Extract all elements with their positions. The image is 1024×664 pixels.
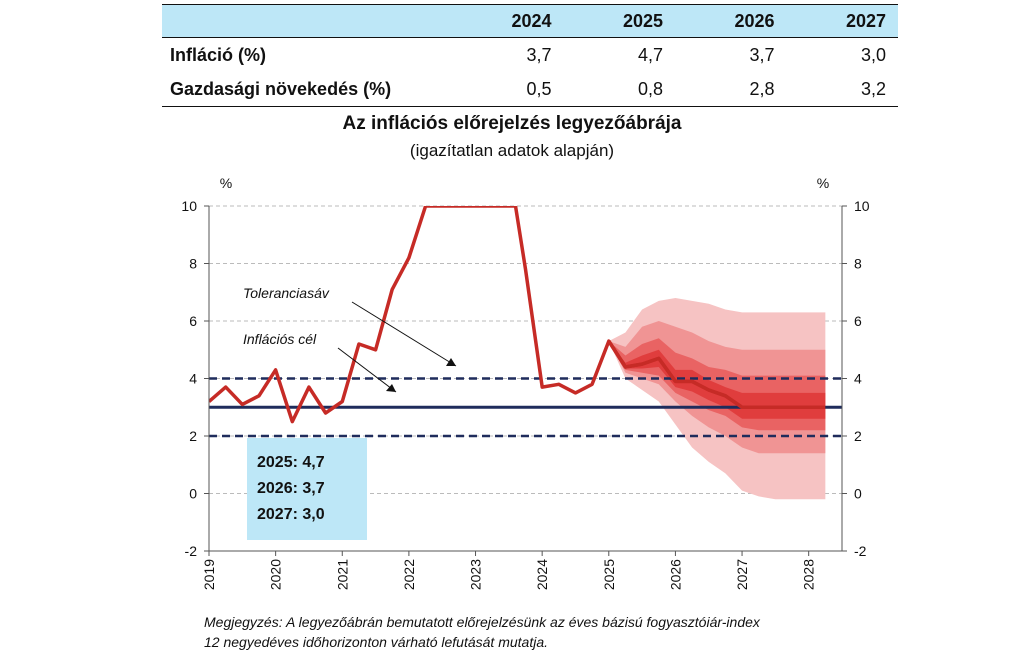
infobox-line: 2027: 3,0 (257, 506, 325, 523)
x-tick-label: 2023 (468, 559, 484, 590)
table-header-cell: 2024 (452, 4, 564, 38)
x-tick-label: 2028 (801, 559, 817, 590)
table-header-cell: 2025 (563, 4, 675, 38)
x-tick-label: 2021 (334, 559, 350, 590)
x-tick-label: 2027 (734, 559, 750, 590)
y-tick-label: 8 (854, 256, 862, 272)
y-unit-label-left: % (220, 175, 232, 191)
annotation-arrowhead (386, 384, 396, 392)
table-cell: 0,5 (452, 72, 564, 107)
y-tick-label: 2 (189, 428, 197, 444)
x-tick-label: 2024 (534, 559, 550, 590)
y-tick-label: -2 (185, 543, 198, 559)
annotation-arrow (337, 347, 397, 393)
note-line: Megjegyzés: A legyezőábrán bemutatott el… (204, 614, 760, 630)
annotation-arrow (351, 301, 457, 367)
y-tick-label: 2 (854, 428, 862, 444)
table-header-cell: 2027 (786, 4, 898, 38)
y-tick-label: 0 (854, 486, 862, 502)
note-line: 12 negyedéves időhorizonton várható lefu… (204, 634, 549, 650)
y-tick-label: 6 (854, 313, 862, 329)
y-tick-label: 10 (854, 198, 870, 214)
y-tick-label: 4 (854, 371, 862, 387)
y-tick-label: 6 (189, 313, 197, 329)
table-row: Infláció (%) 3,7 4,7 3,7 3,0 (162, 38, 898, 73)
y-tick-label: -2 (854, 543, 867, 559)
x-tick-label: 2025 (601, 559, 617, 590)
table-cell: 3,7 (749, 45, 775, 65)
y-tick-label: 4 (189, 371, 197, 387)
annotation-inflation-target: Inflációs cél (243, 331, 317, 347)
table-cell: 3,7 (526, 45, 552, 65)
table-header-cell (162, 4, 452, 38)
table-header-cell: 2026 (675, 4, 787, 38)
summary-table-wrap: 2024 2025 2026 2027 Infláció (%) 3,7 4,7… (162, 4, 898, 107)
y-tick-label: 0 (189, 486, 197, 502)
annotation-arrowhead (446, 358, 456, 366)
forecast-center-line (607, 340, 826, 410)
x-tick-label: 2019 (201, 559, 217, 590)
row-label: Infláció (%) (170, 45, 267, 65)
x-tick-label: 2026 (667, 559, 683, 590)
table-header-row: 2024 2025 2026 2027 (162, 4, 898, 38)
row-label: Gazdasági növekedés (%) (162, 72, 452, 107)
chart-title: Az inflációs előrejelzés legyezőábrája (342, 113, 682, 134)
y-tick-label: 8 (189, 256, 197, 272)
x-tick-label: 2022 (401, 559, 417, 590)
chart-subtitle: (igazítatlan adatok alapján) (409, 141, 615, 160)
chart-note: Megjegyzés: A legyezőábrán bemutatott el… (204, 612, 884, 652)
table-cell: 4,7 (637, 45, 663, 65)
y-unit-label-right: % (817, 175, 829, 191)
summary-table: 2024 2025 2026 2027 Infláció (%) 3,7 4,7… (162, 4, 898, 107)
fan-band (608, 341, 826, 419)
table-cell: 0,8 (563, 72, 675, 107)
table-cell: 3,2 (786, 72, 898, 107)
forecast-infobox: 2025: 4,7 2026: 3,7 2027: 3,0 (247, 438, 367, 540)
table-row: Gazdasági növekedés (%) 0,5 0,8 2,8 3,2 (162, 72, 898, 107)
infobox-line: 2025: 4,7 (257, 454, 325, 471)
infobox-line: 2026: 3,7 (257, 480, 325, 497)
y-tick-label: 10 (181, 198, 197, 214)
table-cell: 3,0 (860, 45, 886, 65)
table-cell: 2,8 (675, 72, 787, 107)
x-tick-label: 2020 (268, 559, 284, 590)
annotation-tolerance-band: Toleranciasáv (243, 285, 330, 301)
